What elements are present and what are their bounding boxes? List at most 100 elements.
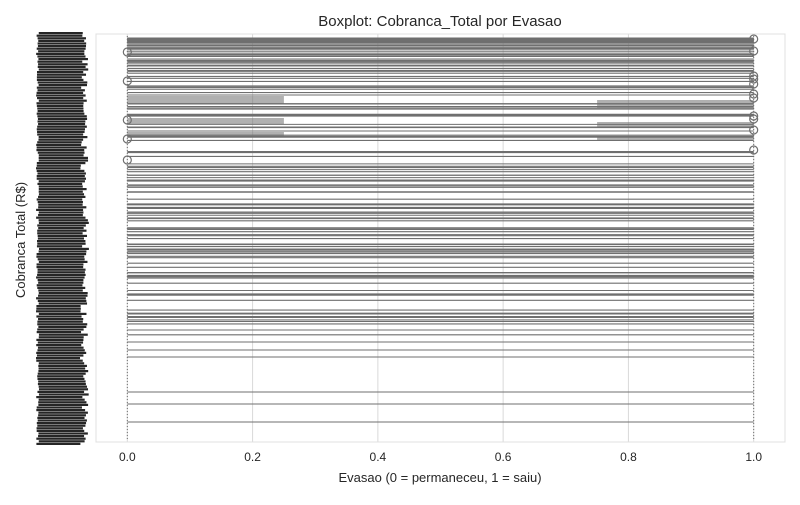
y-tick-label-mark <box>37 390 85 393</box>
y-tick-label-mark <box>38 325 87 328</box>
y-tick-label-mark <box>36 216 86 219</box>
y-tick-label-mark <box>38 370 89 373</box>
y-tick-label-mark <box>37 89 85 92</box>
y-tick-label-mark <box>38 123 86 126</box>
box-band <box>127 118 284 124</box>
y-tick-label-mark <box>36 47 86 50</box>
y-tick-label-mark <box>38 221 89 224</box>
y-tick-label-mark <box>37 232 83 235</box>
y-tick-label-mark <box>36 437 86 440</box>
y-tick-label-mark <box>36 94 86 97</box>
y-tick-label-mark <box>38 398 85 401</box>
y-tick-label-mark <box>38 156 88 159</box>
y-tick-label-mark <box>38 393 89 396</box>
y-tick-label-mark <box>36 427 83 430</box>
y-tick-label-mark <box>38 180 85 183</box>
y-tick-label-mark <box>37 328 84 331</box>
y-tick-label-mark <box>37 117 88 120</box>
y-tick-label-mark <box>37 271 85 274</box>
y-tick-label-mark <box>38 333 88 336</box>
x-tick-label: 0.8 <box>620 450 637 464</box>
y-tick-label-mark <box>36 409 86 412</box>
y-tick-label-mark <box>38 260 88 263</box>
x-tick-labels: 0.0 0.2 0.4 0.6 0.8 1.0 <box>119 450 762 464</box>
outlier-point <box>749 125 759 135</box>
x-tick-label: 0.0 <box>119 450 136 464</box>
y-tick-label-mark <box>36 338 84 341</box>
y-tick-label-mark <box>36 422 87 425</box>
outlier-point <box>749 89 759 99</box>
x-tick-label: 0.6 <box>495 450 512 464</box>
y-tick-label-mark <box>37 229 87 232</box>
y-tick-label-mark <box>36 164 81 167</box>
y-tick-label-mark <box>37 55 86 58</box>
y-tick-label-mark <box>36 253 87 256</box>
y-tick-label-mark <box>36 429 85 432</box>
y-tick-label-mark <box>36 177 86 180</box>
y-tick-label-mark <box>37 71 84 74</box>
y-tick-label-mark <box>38 84 88 87</box>
y-tick-label-mark <box>37 372 86 375</box>
y-tick-label-mark <box>38 250 87 253</box>
y-tick-label-mark <box>38 214 83 217</box>
y-tick-label-mark <box>36 255 85 258</box>
chart-title: Boxplot: Cobranca_Total por Evasao <box>318 13 561 30</box>
y-tick-label-mark <box>37 201 83 204</box>
y-tick-label-mark <box>37 375 84 378</box>
y-tick-label-mark <box>36 143 82 146</box>
outlier-point <box>122 115 132 125</box>
y-tick-label-mark <box>38 385 88 388</box>
y-tick-label-mark <box>37 240 86 243</box>
y-tick-label-mark <box>36 315 82 318</box>
y-tick-label-mark <box>37 383 86 386</box>
y-tick-label-mark <box>37 182 83 185</box>
y-tick-label-mark <box>38 411 88 414</box>
y-tick-label-mark <box>38 63 88 66</box>
y-tick-labels-illegible <box>36 32 89 445</box>
y-tick-label-mark <box>38 136 88 139</box>
outlier-point <box>749 46 759 56</box>
y-tick-label-mark <box>36 263 84 266</box>
y-tick-label-mark <box>38 203 83 206</box>
y-tick-label-mark <box>36 245 83 248</box>
y-tick-label-mark <box>38 289 83 292</box>
y-tick-label-mark <box>38 388 89 391</box>
y-tick-label-mark <box>37 377 85 380</box>
y-tick-label-mark <box>36 128 86 131</box>
y-tick-label-mark <box>38 247 89 250</box>
y-tick-label-mark <box>36 76 82 79</box>
y-tick-label-mark <box>36 442 81 445</box>
y-tick-label-mark <box>36 169 85 172</box>
y-tick-label-mark <box>36 52 85 55</box>
y-tick-label-mark <box>38 432 88 435</box>
outlier-point <box>749 114 759 124</box>
y-tick-label-mark <box>38 188 87 191</box>
y-tick-label-mark <box>36 406 82 409</box>
y-tick-label-mark <box>37 133 84 136</box>
y-tick-label-mark <box>37 268 86 271</box>
y-tick-label-mark <box>38 138 84 141</box>
y-tick-label-mark <box>37 125 87 128</box>
box-band <box>127 132 284 136</box>
y-tick-label-mark <box>38 312 87 315</box>
y-tick-label-mark <box>38 154 84 157</box>
box-band <box>597 100 754 108</box>
y-tick-label-mark <box>37 341 84 344</box>
y-tick-label-mark <box>37 258 85 261</box>
y-tick-label-mark <box>38 39 85 42</box>
y-tick-label-mark <box>36 149 85 152</box>
y-tick-label-mark <box>36 396 83 399</box>
y-tick-label-mark <box>36 266 84 269</box>
y-tick-label-mark <box>36 351 87 354</box>
y-tick-label-mark <box>38 68 89 71</box>
y-tick-label-mark <box>37 346 84 349</box>
y-tick-label-mark <box>37 299 87 302</box>
y-tick-label-mark <box>38 362 85 365</box>
y-tick-label-mark <box>36 344 82 347</box>
y-tick-label-mark <box>38 99 87 102</box>
y-tick-label-mark <box>36 354 84 357</box>
y-tick-label-mark <box>37 286 86 289</box>
y-tick-label-mark <box>37 97 84 100</box>
y-tick-label-mark <box>38 302 88 305</box>
